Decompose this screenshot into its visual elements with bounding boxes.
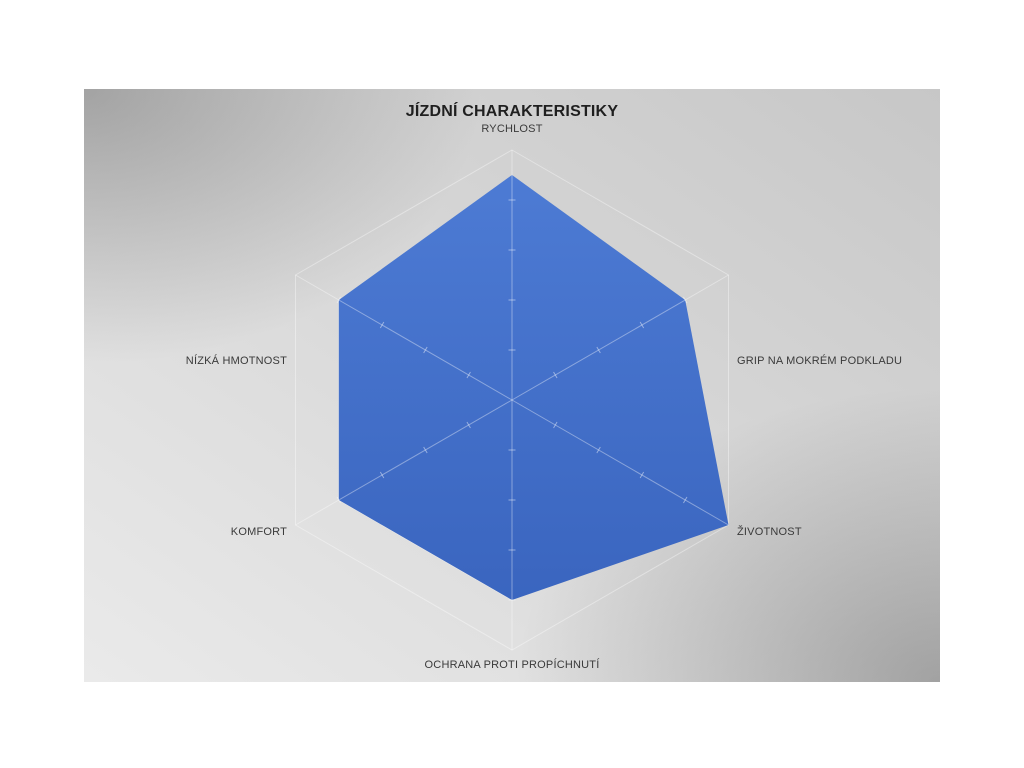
radar-axis-spokes — [295, 150, 729, 650]
axis-label-ochrana-proti-propichnuti: OCHRANA PROTI PROPÍCHNUTÍ — [424, 659, 600, 671]
radar-chart — [294, 149, 730, 651]
axis-label-grip-na-mokrem-podkladu: GRIP NA MOKRÉM PODKLADU — [737, 355, 903, 367]
axis-label-nizka-hmotnost: NÍZKÁ HMOTNOST — [185, 355, 287, 367]
radar-axis-ticks — [336, 199, 688, 601]
axis-label-komfort: KOMFORT — [230, 526, 287, 538]
axis-label-zivotnost: ŽIVOTNOST — [737, 526, 802, 538]
chart-panel: JÍZDNÍ CHARAKTERISTIKY RYCHLOST GRIP NA … — [84, 89, 940, 682]
axis-label-rychlost: RYCHLOST — [481, 123, 543, 135]
chart-title: JÍZDNÍ CHARAKTERISTIKY — [405, 103, 619, 120]
radar-series-polygon — [338, 175, 729, 600]
